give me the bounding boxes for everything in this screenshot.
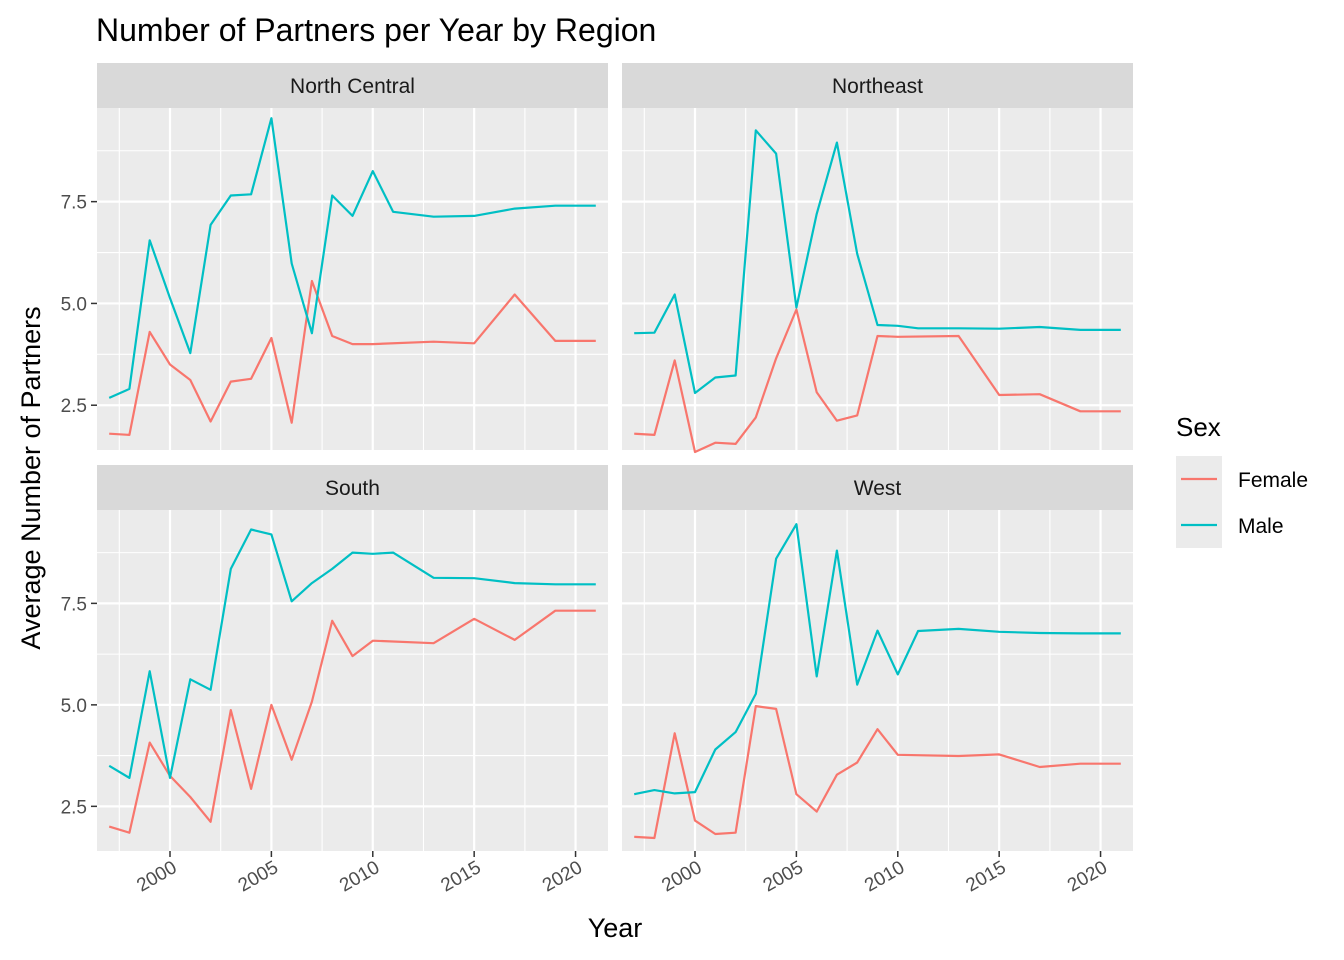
x-tick-label: 2015 bbox=[438, 857, 485, 896]
y-tick-label: 2.5 bbox=[61, 797, 87, 818]
legend-label-female: Female bbox=[1238, 469, 1308, 492]
series-line-female-west bbox=[634, 704, 1121, 840]
chart-title: Number of Partners per Year by Region bbox=[96, 12, 656, 48]
series-line-male-northeast bbox=[634, 129, 1121, 395]
facet-panel-south: South 2.5 5.0 7.5 2000 2005 2010 2015 2020 bbox=[61, 465, 608, 896]
series-line-female-north-central bbox=[109, 279, 596, 436]
series-line-male-west bbox=[633, 523, 1121, 796]
facet-strip bbox=[622, 63, 1133, 108]
panel-background bbox=[97, 510, 608, 851]
y-tick-label: 7.5 bbox=[61, 193, 87, 214]
facet-panel-north-central: North Central 2.5 5.0 7.5 bbox=[61, 63, 608, 450]
legend-label-male: Male bbox=[1238, 515, 1284, 538]
x-tick-label: 2000 bbox=[658, 857, 705, 896]
panel-background bbox=[622, 510, 1133, 851]
facet-panel-northeast: Northeast bbox=[622, 63, 1133, 454]
facet-panels: North Central 2.5 5.0 7.5 Northeast South 2.5 5… bbox=[61, 63, 1133, 896]
x-tick-label: 2005 bbox=[235, 857, 282, 896]
legend-title: Sex bbox=[1176, 412, 1221, 442]
x-tick-label: 2000 bbox=[133, 857, 180, 896]
facet-strip-label: Northeast bbox=[832, 75, 923, 98]
x-tick-label: 2015 bbox=[963, 857, 1010, 896]
panel-background bbox=[622, 108, 1133, 450]
y-tick-label: 7.5 bbox=[61, 594, 87, 615]
series-line-female-northeast bbox=[634, 308, 1121, 454]
x-tick-label: 2020 bbox=[1064, 857, 1111, 896]
x-tick-label: 2010 bbox=[861, 857, 908, 896]
y-tick-label: 5.0 bbox=[61, 294, 87, 315]
facet-strip bbox=[97, 465, 608, 510]
facet-panel-west: West 2000 2005 2010 2015 2020 bbox=[622, 465, 1133, 896]
legend-key-background bbox=[1176, 456, 1222, 548]
facet-strip-label: South bbox=[325, 477, 380, 500]
x-tick-label: 2020 bbox=[539, 857, 586, 896]
panel-background bbox=[97, 108, 608, 450]
series-line-male-south bbox=[108, 528, 596, 780]
y-tick-label: 5.0 bbox=[61, 696, 87, 717]
legend: Sex Female Male bbox=[1176, 412, 1308, 548]
facet-strip bbox=[622, 465, 1133, 510]
series-line-male-north-central bbox=[108, 117, 596, 399]
facet-strip-label: North Central bbox=[290, 75, 415, 98]
y-tick-label: 2.5 bbox=[61, 396, 87, 417]
x-tick-label: 2010 bbox=[336, 857, 383, 896]
x-tick-label: 2005 bbox=[760, 857, 807, 896]
facet-strip bbox=[97, 63, 608, 108]
x-axis-title: Year bbox=[588, 913, 643, 943]
facet-strip-label: West bbox=[854, 477, 902, 500]
y-axis-title: Average Number of Partners bbox=[16, 306, 46, 649]
